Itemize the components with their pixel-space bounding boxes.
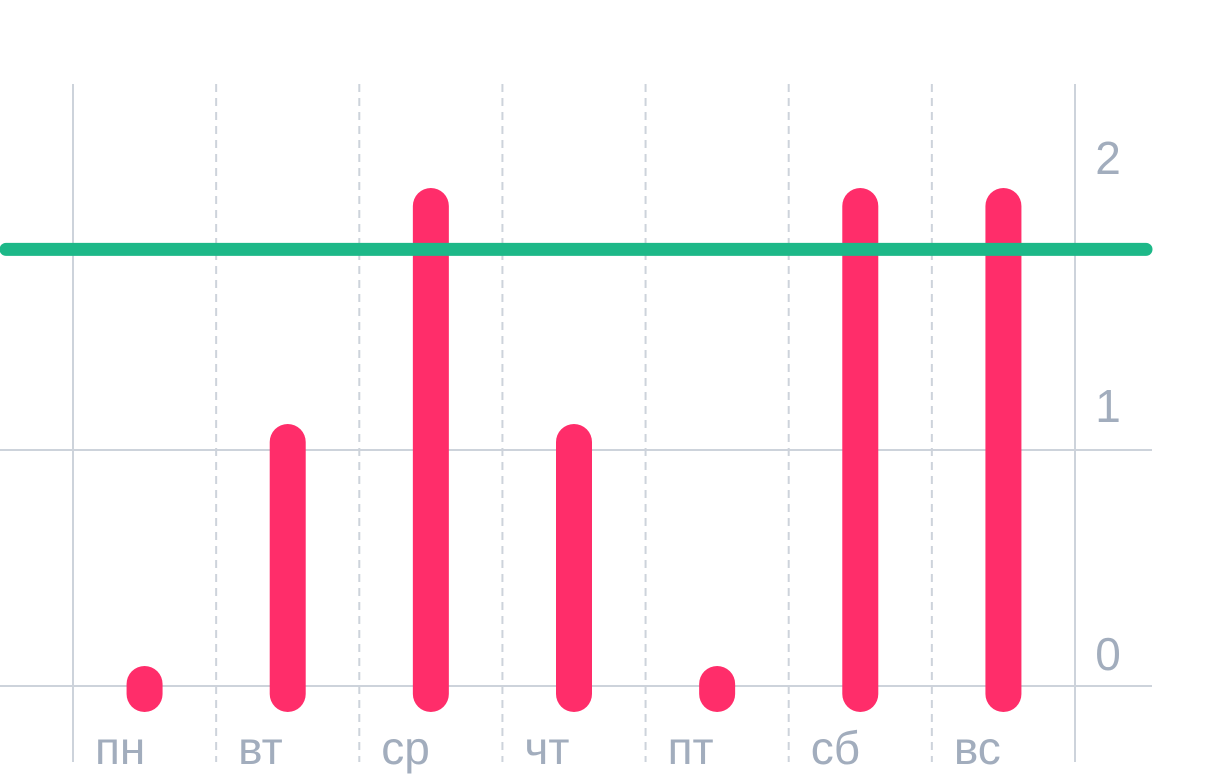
bar-ср bbox=[412, 188, 449, 712]
bar-пн bbox=[126, 666, 163, 712]
x-tick-label-пн: пн bbox=[95, 722, 145, 774]
y-tick-label-1: 1 bbox=[1095, 380, 1121, 432]
bar-пт bbox=[699, 666, 736, 712]
bar-сб bbox=[842, 188, 879, 712]
bar-вт bbox=[269, 424, 306, 712]
bar-чт bbox=[556, 424, 592, 712]
bar-вс bbox=[985, 188, 1022, 712]
chart-bars bbox=[126, 188, 1022, 712]
chart-grid bbox=[0, 84, 1152, 762]
y-tick-label-0: 0 bbox=[1095, 628, 1121, 680]
y-axis-ticks: 0 1 2 bbox=[1095, 132, 1121, 680]
x-axis-ticks: пн вт ср чт пт сб вс bbox=[95, 722, 1001, 774]
x-tick-label-ср: ср bbox=[381, 722, 430, 774]
x-tick-label-чт: чт bbox=[524, 722, 569, 774]
x-tick-label-пт: пт bbox=[668, 722, 714, 774]
x-tick-label-вт: вт bbox=[238, 722, 283, 774]
x-tick-label-сб: сб bbox=[811, 722, 860, 774]
y-tick-label-2: 2 bbox=[1095, 132, 1121, 184]
x-tick-label-вс: вс bbox=[954, 722, 1001, 774]
